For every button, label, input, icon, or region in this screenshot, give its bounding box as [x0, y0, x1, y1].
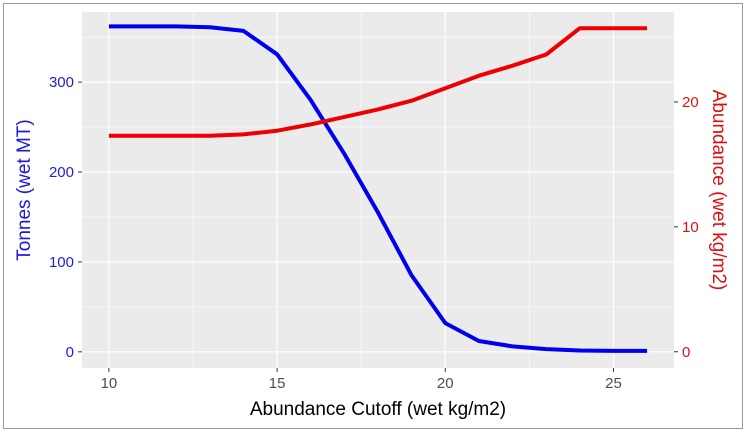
series-lines [108, 24, 648, 353]
y-left-tick-label-1: 100 [49, 254, 74, 271]
axis-ticks [78, 81, 678, 372]
y-right-tick-label-1: 10 [682, 219, 699, 236]
y-axis-right-label: Abundance (wet kg/m2) [708, 90, 729, 291]
y-axis-left-label: Tonnes (wet MT) [14, 119, 35, 260]
y-left-tick-label-2: 200 [49, 164, 74, 181]
tick-labels: 10 15 20 25 0 100 200 300 0 10 20 [49, 74, 699, 392]
x-axis-label: Abundance Cutoff (wet kg/m2) [250, 399, 506, 420]
x-tick-label-1: 15 [269, 375, 286, 392]
y-left-tick-label-0: 0 [66, 344, 74, 361]
tonnes-line [108, 24, 648, 353]
y-right-tick-label-0: 0 [682, 344, 690, 361]
x-tick-label-3: 25 [605, 375, 622, 392]
abundance-line [108, 26, 648, 138]
y-right-tick-label-2: 20 [682, 94, 699, 111]
x-tick-label-0: 10 [101, 375, 118, 392]
grid-lines [82, 12, 674, 368]
x-tick-label-2: 20 [437, 375, 454, 392]
y-left-tick-label-3: 300 [49, 74, 74, 91]
plot-panel [82, 12, 674, 368]
